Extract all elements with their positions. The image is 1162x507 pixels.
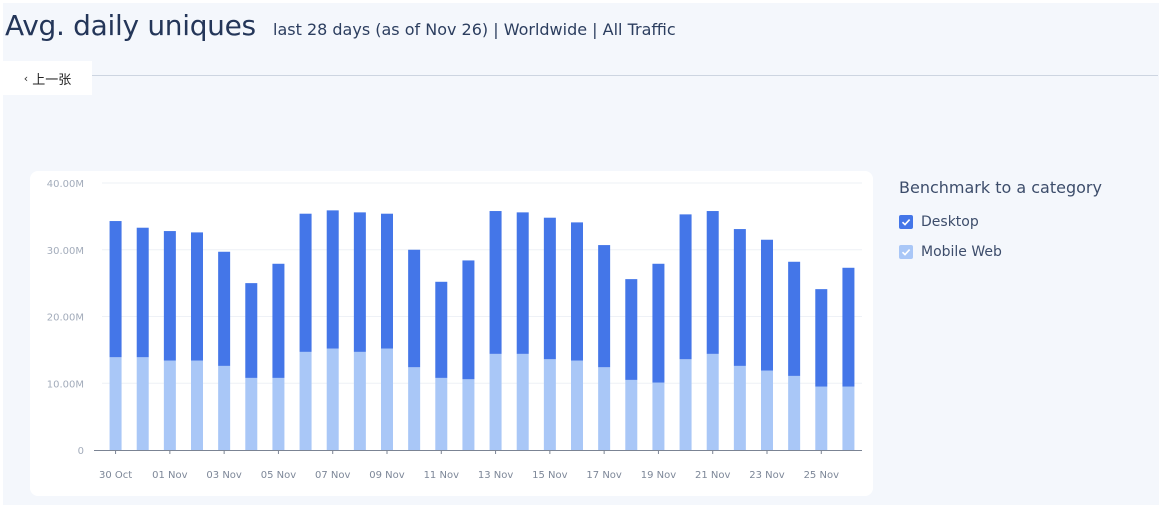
bar-segment: [598, 367, 611, 450]
bar-segment: [489, 211, 502, 354]
x-tick-label: 17 Nov: [586, 470, 622, 481]
bar-segment: [408, 367, 421, 450]
x-tick-label: 25 Nov: [804, 470, 840, 481]
bar-segment: [218, 251, 231, 366]
bar-segment: [571, 360, 583, 450]
bar-segment: [761, 239, 773, 371]
header-divider: [92, 75, 1158, 76]
bar-segment: [761, 370, 773, 450]
x-tick-label: 13 Nov: [478, 470, 514, 481]
bar-segment: [788, 375, 801, 450]
previous-button[interactable]: ‹ 上一张: [3, 61, 92, 95]
previous-button-label: 上一张: [32, 72, 72, 88]
bar-segment: [326, 210, 339, 349]
bar-segment: [191, 360, 203, 450]
x-tick-label: 03 Nov: [206, 470, 242, 481]
bar-segment: [842, 386, 855, 450]
x-tick-label: 05 Nov: [261, 470, 297, 481]
chart-card: 0 10.00M 20.00M 30.00M 40.00M 30 Oct 01 Nov 03 …: [30, 171, 873, 496]
bar-segment: [788, 261, 801, 376]
bar-segment: [353, 351, 366, 450]
y-tick-label: 10.00M: [47, 379, 84, 390]
legend-label-desktop: Desktop: [921, 214, 979, 230]
bar-segment: [109, 221, 122, 358]
y-tick-label: 40.00M: [47, 179, 84, 190]
x-tick-label: 07 Nov: [315, 470, 351, 481]
bar-segment: [163, 360, 176, 450]
legend-item-mobile-web[interactable]: Mobile Web: [899, 237, 1102, 267]
bar-segment: [625, 279, 638, 380]
bar-segment: [571, 222, 583, 361]
bar-segment: [652, 382, 665, 450]
bar-segment: [381, 213, 393, 349]
bar-segment: [706, 211, 719, 354]
page: Avg. daily uniques last 28 days (as of N…: [3, 3, 1159, 505]
bar-segment: [543, 359, 556, 450]
x-tick-label: 09 Nov: [369, 470, 405, 481]
bar-segment: [679, 359, 692, 450]
legend-title: Benchmark to a category: [899, 178, 1102, 197]
y-tick-label: 20.00M: [47, 313, 84, 324]
bar-segment: [516, 353, 529, 450]
page-title: Avg. daily uniques: [5, 9, 256, 42]
bar-segment: [815, 386, 828, 450]
bar-segment: [842, 267, 855, 387]
bar-segment: [462, 379, 475, 450]
legend-label-mobile-web: Mobile Web: [921, 244, 1002, 260]
bar-segment: [733, 365, 746, 450]
chevron-left-icon: ‹: [23, 71, 29, 85]
bar-segment: [245, 377, 258, 450]
bar-segment: [245, 283, 258, 378]
y-tick-label: 0: [78, 446, 84, 457]
bar-segment: [191, 232, 203, 361]
legend: Benchmark to a category Desktop Mobile W…: [899, 178, 1102, 267]
bar-segment: [299, 213, 312, 352]
bar-segment: [462, 260, 475, 380]
bar-segment: [435, 377, 448, 450]
bar-segment: [136, 227, 149, 358]
bar-segment: [516, 212, 529, 354]
bar-segment: [625, 379, 638, 450]
stacked-bar-chart: 0 10.00M 20.00M 30.00M 40.00M 30 Oct 01 Nov 03 …: [47, 179, 862, 481]
bar-segment: [815, 289, 828, 387]
bar-segment: [353, 212, 366, 352]
bar-segment: [733, 229, 746, 366]
bar-segment: [136, 357, 149, 450]
x-tick-label: 19 Nov: [641, 470, 677, 481]
bar-segment: [218, 365, 231, 450]
page-subtitle: last 28 days (as of Nov 26) | Worldwide …: [273, 20, 676, 39]
bar-segment: [272, 263, 285, 378]
x-tick-label: 21 Nov: [695, 470, 731, 481]
x-tick-label: 11 Nov: [424, 470, 460, 481]
bar-segment: [109, 357, 122, 450]
bar-segment: [543, 217, 556, 360]
y-tick-label: 30.00M: [47, 246, 84, 257]
legend-item-desktop[interactable]: Desktop: [899, 207, 1102, 237]
bar-segment: [163, 231, 176, 361]
bar-segment: [408, 249, 421, 368]
x-tick-label: 23 Nov: [749, 470, 785, 481]
bar-segment: [706, 353, 719, 450]
checkbox-checked-icon[interactable]: [899, 215, 913, 229]
bar-segment: [326, 348, 339, 450]
x-tick-label: 15 Nov: [532, 470, 568, 481]
x-tick-label: 30 Oct: [99, 470, 132, 481]
bar-segment: [272, 377, 285, 450]
bar-segment: [381, 348, 393, 450]
bar-segment: [679, 214, 692, 360]
checkbox-checked-icon[interactable]: [899, 245, 913, 259]
bar-segment: [598, 245, 611, 368]
bar-segment: [652, 263, 665, 383]
bar-segment: [299, 351, 312, 450]
bar-segment: [489, 353, 502, 450]
x-tick-label: 01 Nov: [152, 470, 188, 481]
bar-segment: [435, 281, 448, 378]
